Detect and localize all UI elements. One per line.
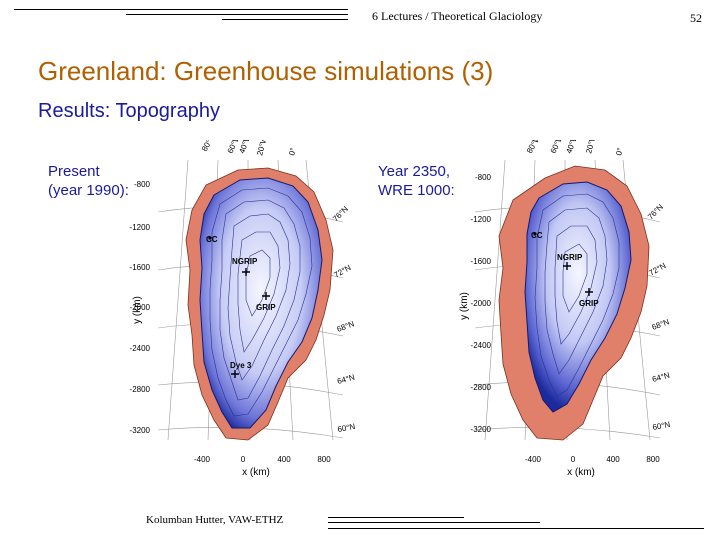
x-tick: -400 <box>525 455 542 464</box>
lat-label: 60°N <box>652 420 671 432</box>
y-tick: -2400 <box>471 341 492 350</box>
x-tick: 400 <box>606 455 620 464</box>
present-topography-map: CC NGRIP GRIP Dye 3 -800 -1200 -1600 -20… <box>130 140 357 478</box>
ice-sheet <box>524 181 632 413</box>
y-tick: -1600 <box>130 263 151 272</box>
y-tick: -1200 <box>130 223 151 232</box>
x-tick: 0 <box>241 455 246 464</box>
footer-rule-2 <box>328 522 540 523</box>
future-caption-line2: WRE 1000: <box>378 182 455 199</box>
y-tick: -1200 <box>471 215 492 224</box>
y-tick: -2800 <box>471 383 492 392</box>
future-caption-line1: Year 2350, <box>378 163 451 180</box>
year-2350-topography-map: CC NGRIP GRIP -800 -1200 -1600 -2000 -24… <box>459 140 671 478</box>
present-caption: Present (year 1990): <box>48 162 129 200</box>
ice-sheet <box>199 177 323 429</box>
header-rule-2 <box>126 14 348 15</box>
site-ngrip: NGRIP <box>232 257 258 266</box>
lon-label: 80°W <box>525 140 543 155</box>
lon-label: 20°W <box>584 140 598 155</box>
site-dye3: Dye 3 <box>230 361 252 370</box>
lat-label: 68°N <box>336 319 356 334</box>
site-markers <box>208 236 270 378</box>
page-number: 52 <box>690 11 702 25</box>
header-rule-3 <box>222 19 348 20</box>
site-ngrip: NGRIP <box>557 253 583 262</box>
present-caption-line2: (year 1990): <box>48 182 129 199</box>
lat-label: 72°N <box>648 261 668 278</box>
x-tick: 800 <box>317 455 331 464</box>
y-tick: -2000 <box>471 299 492 308</box>
future-caption: Year 2350, WRE 1000: <box>378 162 455 200</box>
lon-label: 80°W <box>200 140 218 153</box>
lat-label: 60°N <box>337 422 356 434</box>
y-tick: -1600 <box>471 257 492 266</box>
y-tick: -2800 <box>130 385 151 394</box>
y-tick: -2400 <box>130 344 151 353</box>
y-tick: -3200 <box>471 425 492 434</box>
lat-label: 76°N <box>331 204 350 223</box>
site-grip: GRIP <box>579 299 599 308</box>
y-tick: -2000 <box>130 303 151 312</box>
site-grip: GRIP <box>256 303 276 312</box>
lon-label: 20°W <box>255 140 269 157</box>
lon-label: 60°W <box>549 140 566 155</box>
x-axis-label: x (km) <box>242 467 270 478</box>
footer-rule-1 <box>328 517 464 518</box>
site-cc: CC <box>206 235 218 244</box>
x-axis-label: x (km) <box>567 467 595 478</box>
lon-label: 0° <box>614 147 625 157</box>
lat-label: 64°N <box>651 371 671 384</box>
header-course: 6 Lectures / Theoretical Glaciology <box>372 9 543 23</box>
x-tick: 0 <box>571 455 576 464</box>
slide-subtitle: Results: Topography <box>38 100 220 122</box>
lon-label: 0° <box>287 147 298 157</box>
footer-author: Kolumban Hutter, VAW-ETHZ <box>146 514 284 526</box>
header-rule-1 <box>14 9 348 10</box>
site-cc: CC <box>531 231 543 240</box>
lat-label: 64°N <box>336 373 356 386</box>
present-caption-line1: Present <box>48 163 100 180</box>
lat-label: 68°N <box>651 317 671 332</box>
lat-label: 76°N <box>646 202 665 221</box>
contour-lines <box>209 187 313 417</box>
lon-label: 40°W <box>564 140 579 155</box>
contour-lines <box>534 193 620 397</box>
y-tick: -800 <box>475 173 492 182</box>
x-tick: 400 <box>277 455 291 464</box>
y-tick: -3200 <box>130 426 151 435</box>
site-markers <box>533 232 593 296</box>
lon-label: 40°W <box>237 140 252 155</box>
footer-rule-3 <box>328 528 704 529</box>
x-tick: 800 <box>646 455 660 464</box>
slide-title: Greenland: Greenhouse simulations (3) <box>38 56 494 86</box>
y-tick: -800 <box>134 180 151 189</box>
y-axis-label: y (km) <box>132 296 143 324</box>
x-tick: -400 <box>194 455 211 464</box>
y-axis-label: y (km) <box>459 292 470 320</box>
lat-label: 72°N <box>333 263 353 280</box>
